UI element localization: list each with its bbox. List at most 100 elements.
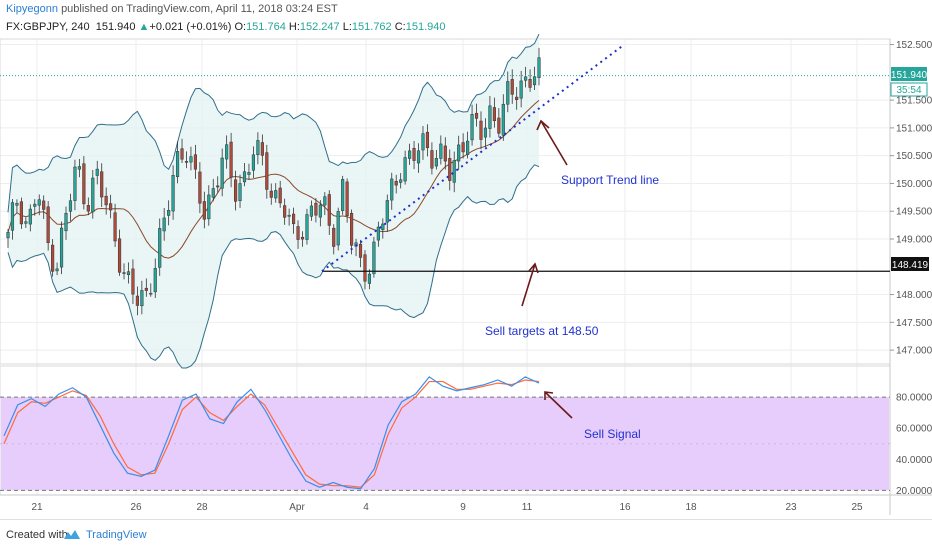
candle-body: [247, 172, 251, 175]
last-price-tag-text: 151.940: [891, 70, 928, 81]
candle-body: [207, 194, 211, 220]
candle-body: [448, 158, 452, 181]
candle-body: [287, 214, 291, 217]
price-tick-label: 150.500: [896, 151, 932, 162]
candle-body: [461, 142, 465, 153]
candle-body: [506, 81, 510, 105]
candle-body: [251, 154, 255, 171]
time-tick-label: 11: [522, 502, 533, 513]
candle-body: [318, 204, 322, 218]
publish-text: published on TradingView.com, April 11, …: [61, 3, 338, 15]
candle-body: [211, 188, 215, 198]
publish-info: Kipyegonn published on TradingView.com, …: [6, 3, 338, 15]
candle-body: [358, 243, 363, 258]
candle-body: [434, 158, 438, 167]
candle-body: [385, 200, 389, 223]
candle-body: [77, 166, 81, 170]
candle-body: [95, 168, 99, 176]
sell-signal-arrow: [544, 391, 573, 419]
author-name[interactable]: Kipyegonn: [6, 3, 58, 15]
candle-body: [10, 202, 15, 231]
price-tick-label: 149.000: [896, 235, 932, 246]
candle-body: [524, 76, 528, 81]
candle-body: [274, 190, 278, 199]
price-tick-label: 147.500: [896, 318, 932, 329]
time-tick-label: 16: [619, 502, 631, 513]
candle-body: [167, 210, 171, 216]
candle-body: [19, 201, 23, 225]
tradingview-brand[interactable]: TradingView: [86, 529, 147, 541]
candle-body: [408, 150, 412, 159]
candle-body: [238, 183, 242, 201]
candle-body: [452, 160, 456, 183]
candle-body: [59, 227, 64, 268]
candle-body: [180, 148, 184, 160]
candle-body: [175, 151, 180, 178]
candle-body: [117, 238, 122, 273]
candle-body: [109, 203, 113, 211]
candle-body: [332, 227, 336, 247]
candle-body: [278, 187, 282, 204]
level-tag-text: 148.419: [892, 260, 929, 271]
candle-body: [443, 145, 447, 162]
candle-body: [372, 241, 376, 275]
candle-body: [42, 200, 46, 210]
sell-targets-annotation: Sell targets at 148.50: [485, 324, 599, 338]
candle-body: [292, 213, 296, 225]
candle-body: [515, 96, 519, 101]
candle-body: [488, 105, 492, 129]
candle-body: [376, 226, 380, 241]
candle-body: [403, 157, 407, 182]
candle-body: [198, 171, 202, 204]
candle-body: [64, 213, 68, 232]
open-value: 151.764: [246, 21, 286, 33]
price-tick-label: 150.000: [896, 179, 932, 190]
candle-body: [162, 217, 166, 232]
candle-body: [327, 194, 331, 226]
support-arrow-head: [536, 119, 550, 131]
countdown-tag-text: 35:54: [896, 85, 921, 96]
candle-body: [126, 271, 131, 276]
candle-body: [122, 272, 126, 274]
candle-body: [336, 211, 340, 246]
stoch-level-label: 60.0000: [896, 424, 932, 435]
candle-body: [390, 178, 394, 201]
candle-body: [216, 185, 220, 188]
candle-body: [113, 212, 117, 242]
candle-body: [189, 156, 193, 163]
created-with-label: Created with: [6, 529, 68, 541]
price-tick-label: 149.500: [896, 207, 932, 218]
candle-body: [184, 161, 189, 163]
candle-body: [6, 232, 10, 239]
candle-body: [225, 144, 229, 160]
candle-body: [202, 201, 206, 220]
candle-body: [492, 107, 496, 122]
price-tick-label: 151.000: [896, 123, 932, 134]
candle-body: [149, 292, 153, 295]
candle-body: [323, 196, 327, 206]
candle-body: [367, 273, 372, 284]
candle-body: [314, 202, 318, 216]
support-annotation: Support Trend line: [561, 173, 659, 187]
candle-body: [474, 112, 479, 119]
candle-body: [363, 254, 367, 282]
candle-body: [501, 103, 505, 136]
candle-body: [104, 195, 108, 206]
stochastic-oscillator: [0, 376, 890, 491]
stoch-d-line: [3, 379, 540, 488]
candle-body: [300, 236, 305, 240]
candle-body: [510, 79, 514, 95]
candle-body: [341, 179, 345, 211]
candle-body: [350, 212, 354, 246]
candle-body: [73, 166, 77, 201]
candle-body: [242, 171, 247, 183]
upper-band: [7, 33, 540, 213]
tradingview-logo-icon[interactable]: [63, 529, 81, 540]
candle-body: [24, 221, 28, 224]
chart[interactable]: 21 26 28 Apr 4 9 11 16 18 23 25 152.500 151.500 151.0…: [0, 0, 932, 519]
lower-band: [7, 164, 540, 369]
sell-signal-annotation: Sell Signal: [584, 427, 641, 441]
bollinger-bands: [7, 33, 540, 369]
time-tick-label: 21: [31, 502, 43, 513]
candle-body: [193, 154, 197, 170]
